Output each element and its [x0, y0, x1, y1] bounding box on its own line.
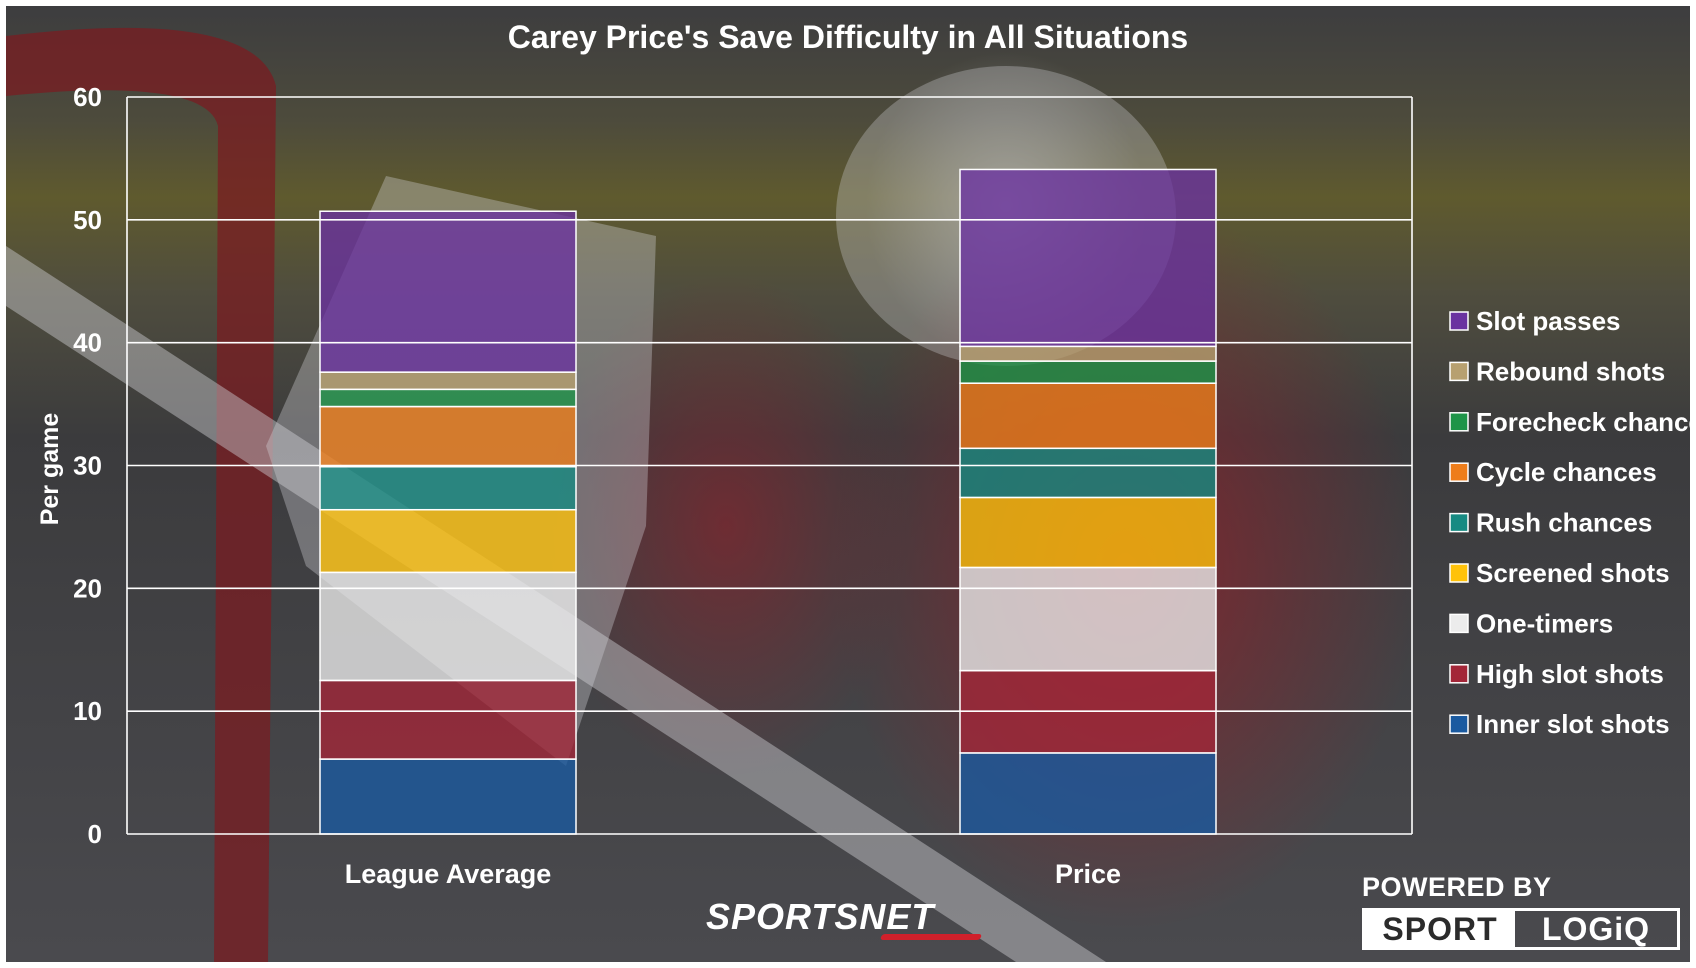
bar-segment-8-1 [959, 168, 1217, 348]
powered-by-label: POWERED BY [1362, 872, 1552, 902]
bar-segment-0-1 [959, 752, 1217, 835]
y-tick-label-3: 30 [73, 451, 102, 481]
bar-segment-3-0 [319, 508, 577, 574]
y-tick-label-0: 0 [88, 819, 102, 849]
legend-swatch-4 [1449, 512, 1469, 533]
x-axis-categories: League Average Price [345, 859, 1121, 889]
bar-segment-0-0 [319, 758, 577, 835]
stacked-bar-chart: Carey Price's Save Difficulty in All Sit… [36, 19, 1690, 889]
sportlogiq-left: SPORT [1365, 911, 1515, 947]
bar-segment-6-1 [959, 360, 1217, 384]
legend-swatch-3 [1449, 563, 1469, 583]
legend-swatch-0 [1449, 714, 1469, 734]
y-tick-label-4: 40 [73, 328, 102, 358]
bar-segment-7-1 [959, 345, 1217, 362]
legend-label-5: Cycle chances [1476, 457, 1657, 487]
legend-label-6: Forecheck chances [1476, 407, 1690, 437]
chart-title: Carey Price's Save Difficulty in All Sit… [508, 19, 1188, 55]
legend-label-7: Rebound shots [1476, 356, 1665, 386]
bar-segment-7-0 [319, 371, 577, 391]
y-axis-label: Per game [36, 413, 64, 526]
legend-swatch-6 [1449, 412, 1469, 432]
bar-segment-2-1 [959, 566, 1217, 672]
y-tick-label-5: 50 [73, 205, 102, 235]
legend-label-1: High slot shots [1476, 659, 1664, 689]
y-tick-label-6: 60 [73, 82, 102, 112]
legend-swatch-2 [1449, 613, 1469, 634]
bar-segment-8-0 [319, 210, 577, 373]
sportlogiq-logo: SPORT LOGiQ [1362, 908, 1680, 950]
legend-swatch-7 [1449, 361, 1469, 382]
gridlines [126, 96, 1413, 835]
legend: Slot passes Rebound shots Forecheck chance… [1449, 306, 1690, 739]
bar-segment-5-0 [319, 405, 577, 468]
chart-frame: Carey Price's Save Difficulty in All Sit… [6, 6, 1690, 962]
bar-segment-6-0 [319, 388, 577, 408]
legend-label-3: Screened shots [1476, 558, 1670, 588]
legend-swatch-8 [1449, 311, 1469, 331]
legend-swatch-5 [1449, 462, 1469, 482]
sportsnet-wordmark: SPORTSNET [706, 896, 935, 937]
bar-segment-4-1 [959, 447, 1217, 499]
legend-label-4: Rush chances [1476, 508, 1652, 538]
sportsnet-swoosh-icon [879, 934, 983, 940]
bar-segment-5-1 [959, 382, 1217, 450]
bar-segment-4-0 [319, 465, 577, 511]
legend-label-2: One-timers [1476, 608, 1613, 638]
sportlogiq-right: LOGiQ [1541, 910, 1651, 947]
bar-segment-3-1 [959, 496, 1217, 569]
y-tick-label-2: 20 [73, 573, 102, 603]
sportsnet-logo: SPORTSNET [706, 896, 1006, 940]
y-tick-label-1: 10 [73, 696, 102, 726]
legend-label-0: Inner slot shots [1476, 709, 1670, 739]
y-axis-ticks: 0 10 20 30 40 50 60 [73, 82, 102, 849]
legend-swatch-1 [1449, 664, 1469, 684]
category-label-1: Price [1055, 859, 1121, 889]
bar-segment-1-0 [319, 679, 577, 760]
powered-by-badge: POWERED BY SPORT LOGiQ [1362, 872, 1682, 952]
bar-segment-2-0 [319, 571, 577, 682]
category-label-0: League Average [345, 859, 552, 889]
bars [319, 168, 1217, 835]
legend-label-8: Slot passes [1476, 306, 1621, 336]
